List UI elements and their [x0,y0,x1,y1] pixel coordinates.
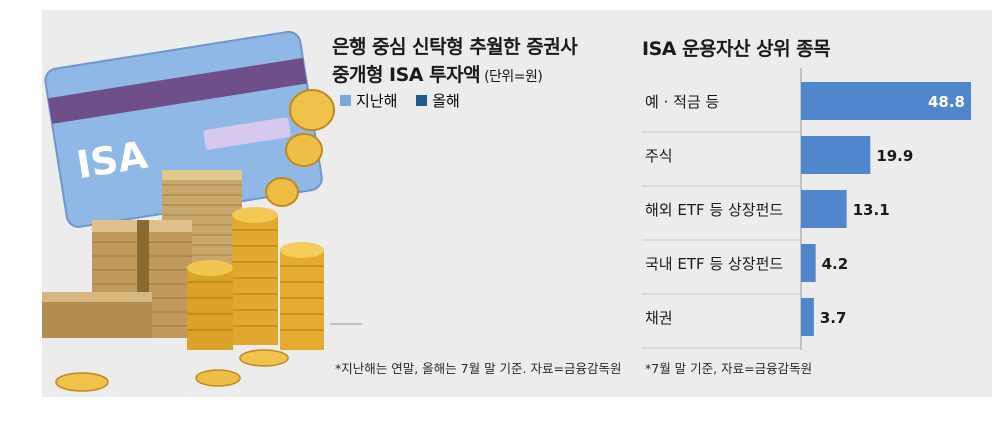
infographic-panel: ISA [42,10,992,397]
legend-item-last-year: 지난해 [340,90,397,111]
hbar-category-4: 채권 [645,309,673,327]
left-bar-chart: 12조7898억13조2604억신탁형9조3911억15조3098억투자중개형 [330,323,362,325]
hbar-category-3: 국내 ETF 등 상장펀드 [645,255,783,273]
right-chart-title: ISA 운용자산 상위 종목 [642,38,831,60]
left-chart-title-line2: 중개형 ISA 투자액 (단위=원) [332,60,543,87]
left-source-note: *지난해는 연말, 올해는 7월 말 기준. 자료=금융감독원 [335,361,622,376]
hbar-category-0: 예 · 적금 등 [645,93,719,111]
hbar-4 [801,298,814,336]
legend-label-this-year: 올해 [432,92,460,110]
isa-card-icon: ISA [44,30,323,228]
hbar-1 [801,136,871,174]
hbar-category-2: 해외 ETF 등 상장펀드 [645,201,783,219]
legend: 지난해 올해 [340,90,474,111]
right-source-note: *7월 말 기준, 자료=금융감독원 [645,361,813,376]
legend-swatch-last-year [340,95,351,106]
legend-swatch-this-year [416,95,428,106]
hbar-value-1: 19.9 [876,147,913,165]
banknote-stack-icon [42,170,242,338]
legend-item-this-year: 올해 [416,90,460,111]
coin-stack-icon [55,89,335,392]
hbar-value-0: 48.8 [928,93,965,111]
hbar-2 [801,190,847,228]
hbar-3 [801,244,816,282]
hbar-category-1: 주식 [645,147,673,165]
hbar-value-2: 13.1 [853,201,890,219]
legend-label-last-year: 지난해 [356,92,398,110]
left-chart-title-line2-text: 중개형 ISA 투자액 [332,64,481,86]
hbar-0 [801,82,971,120]
isa-money-illustration: ISA [42,30,335,392]
left-chart-title-line1: 은행 중심 신탁형 추월한 증권사 [332,36,578,58]
hbar-value-3: 4.2 [822,255,849,273]
hbar-value-4: 3.7 [820,309,847,327]
unit-label: (단위=원) [484,69,543,85]
